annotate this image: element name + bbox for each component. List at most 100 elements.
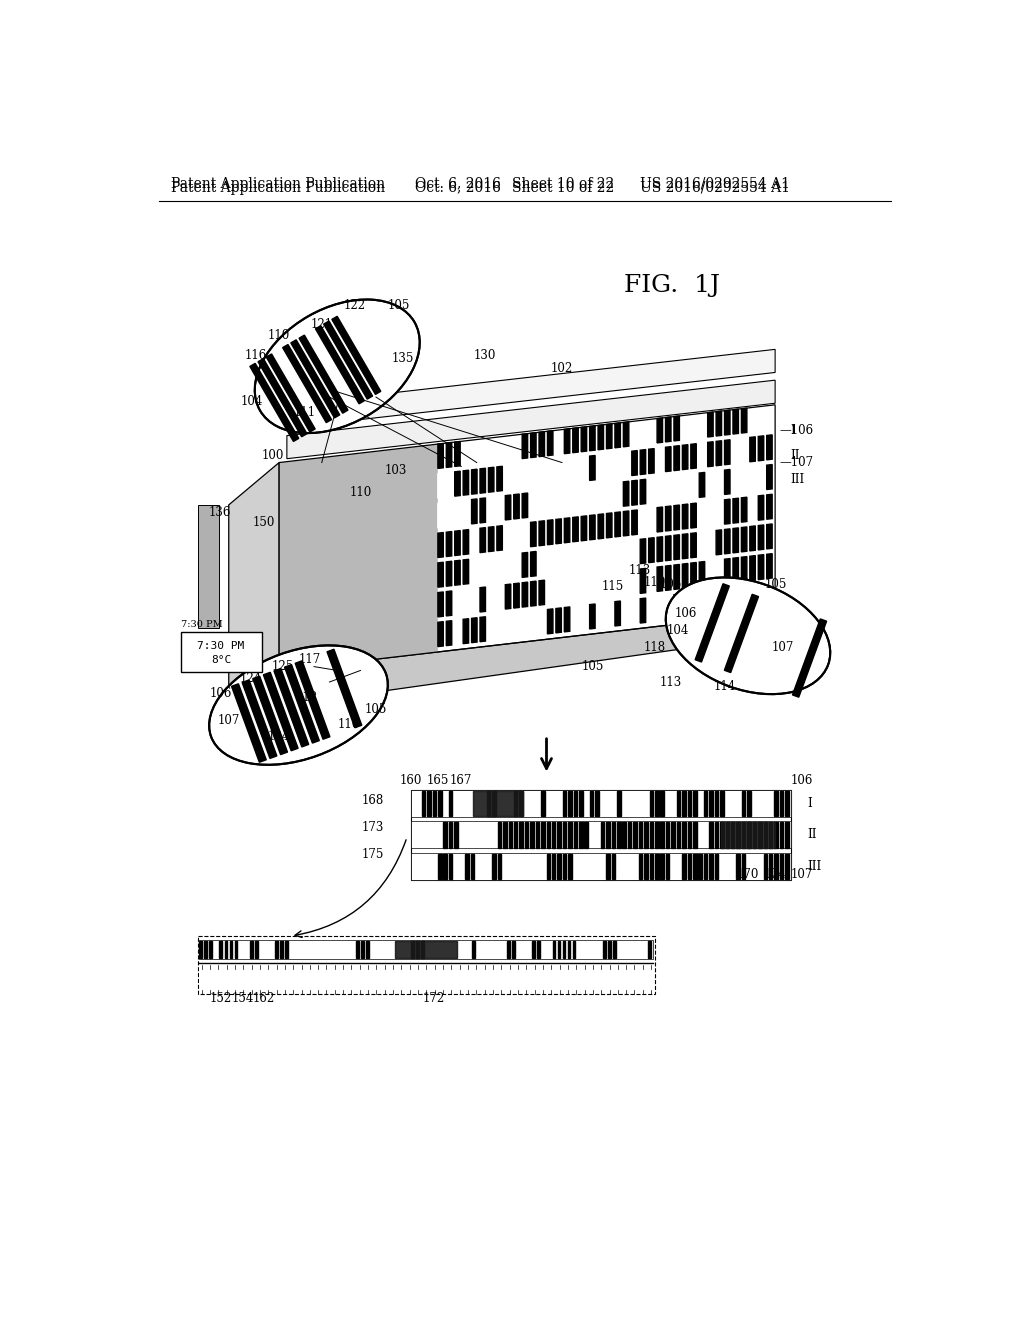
Bar <box>595 791 599 816</box>
Polygon shape <box>725 589 730 614</box>
Polygon shape <box>674 416 679 441</box>
Text: 121: 121 <box>310 318 333 331</box>
Bar <box>493 791 496 816</box>
Polygon shape <box>708 442 713 467</box>
Polygon shape <box>438 465 775 528</box>
Polygon shape <box>640 539 646 564</box>
Bar <box>209 941 212 958</box>
Polygon shape <box>530 581 537 606</box>
Bar <box>687 791 691 816</box>
Polygon shape <box>741 527 746 552</box>
Bar <box>472 941 474 958</box>
Bar <box>693 822 696 847</box>
Polygon shape <box>640 598 646 623</box>
Bar <box>198 506 219 628</box>
Polygon shape <box>522 433 527 458</box>
Text: 135: 135 <box>392 352 415 366</box>
Polygon shape <box>548 430 553 455</box>
Bar <box>779 791 783 816</box>
Polygon shape <box>287 350 775 428</box>
Bar <box>682 854 686 879</box>
Bar <box>562 941 565 958</box>
Polygon shape <box>530 552 537 577</box>
Bar <box>666 822 670 847</box>
Polygon shape <box>682 504 688 529</box>
Bar <box>672 822 675 847</box>
Bar <box>703 791 708 816</box>
Polygon shape <box>253 676 288 755</box>
Bar <box>660 791 664 816</box>
Text: 117: 117 <box>299 653 322 665</box>
Polygon shape <box>438 524 775 587</box>
Polygon shape <box>674 565 679 590</box>
Polygon shape <box>648 537 654 562</box>
Text: I: I <box>791 424 796 437</box>
Bar <box>769 822 772 847</box>
Polygon shape <box>263 672 298 751</box>
Text: 114: 114 <box>714 680 736 693</box>
Text: 110: 110 <box>268 330 290 342</box>
Text: 102: 102 <box>551 363 573 375</box>
Bar <box>514 791 517 816</box>
Bar <box>411 789 791 880</box>
Bar <box>568 854 571 879</box>
Bar <box>785 822 788 847</box>
Bar <box>411 789 791 817</box>
Bar <box>764 854 767 879</box>
Bar <box>438 854 441 879</box>
Bar <box>557 854 561 879</box>
Polygon shape <box>327 649 361 727</box>
Text: 110: 110 <box>338 718 360 731</box>
Polygon shape <box>606 424 612 449</box>
Polygon shape <box>666 536 671 561</box>
Text: 122: 122 <box>344 298 367 312</box>
Bar <box>514 822 517 847</box>
Polygon shape <box>725 499 730 524</box>
Polygon shape <box>539 521 545 545</box>
Polygon shape <box>250 363 299 441</box>
Bar <box>613 941 615 958</box>
Polygon shape <box>741 498 746 523</box>
Text: —107: —107 <box>779 457 813 470</box>
Text: 167: 167 <box>451 774 472 787</box>
Bar <box>687 822 691 847</box>
Bar <box>753 822 756 847</box>
Text: 107: 107 <box>772 642 794 655</box>
Bar <box>568 791 571 816</box>
Polygon shape <box>725 529 730 554</box>
Polygon shape <box>446 620 452 645</box>
Polygon shape <box>590 515 595 540</box>
Bar <box>710 791 713 816</box>
Polygon shape <box>274 668 308 747</box>
Polygon shape <box>572 517 579 541</box>
Polygon shape <box>767 434 772 459</box>
Text: 112: 112 <box>295 692 317 705</box>
Text: 119: 119 <box>644 576 667 589</box>
Polygon shape <box>657 566 663 591</box>
Bar <box>703 854 708 879</box>
Polygon shape <box>716 411 722 436</box>
Bar <box>411 853 791 880</box>
Polygon shape <box>699 473 705 498</box>
Bar <box>655 791 658 816</box>
Polygon shape <box>522 492 527 517</box>
Polygon shape <box>615 512 621 537</box>
Bar <box>200 941 202 958</box>
Bar <box>255 941 258 958</box>
Polygon shape <box>590 605 595 628</box>
Bar <box>471 854 474 879</box>
Bar <box>411 821 791 849</box>
Ellipse shape <box>209 645 388 764</box>
Bar <box>547 854 550 879</box>
Polygon shape <box>767 465 772 490</box>
Text: 110: 110 <box>349 486 372 499</box>
Polygon shape <box>522 582 527 607</box>
Polygon shape <box>438 494 775 557</box>
Polygon shape <box>438 553 775 616</box>
Polygon shape <box>438 405 775 469</box>
Polygon shape <box>741 408 746 433</box>
Text: 104: 104 <box>241 395 263 408</box>
Text: 116: 116 <box>245 348 267 362</box>
Bar <box>601 822 604 847</box>
Bar <box>443 822 446 847</box>
